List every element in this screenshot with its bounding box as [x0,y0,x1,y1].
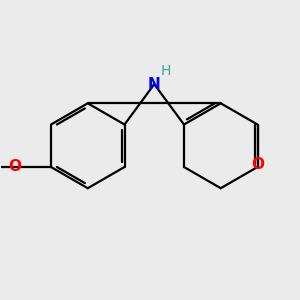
Text: H: H [161,64,171,78]
Text: O: O [8,160,21,175]
Text: N: N [148,77,161,92]
Text: O: O [251,158,264,172]
